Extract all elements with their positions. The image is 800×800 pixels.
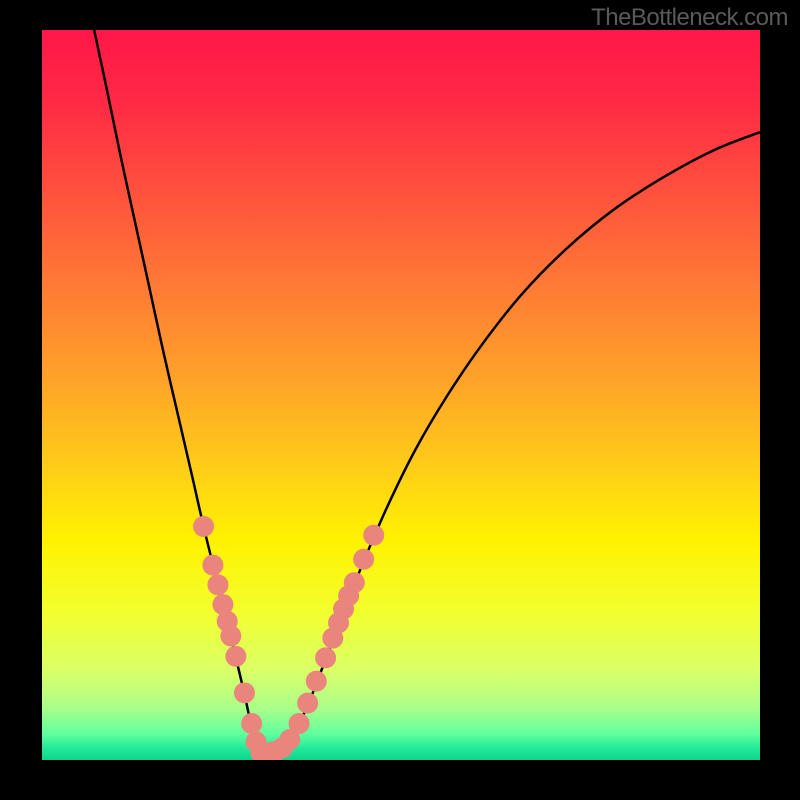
data-marker (234, 682, 255, 703)
watermark-text: TheBottleneck.com (591, 4, 788, 32)
data-marker (220, 625, 241, 646)
data-marker (202, 555, 223, 576)
data-marker (193, 516, 214, 537)
data-marker (306, 671, 327, 692)
data-marker (289, 713, 310, 734)
data-marker (315, 647, 336, 668)
data-marker (225, 646, 246, 667)
data-marker (297, 693, 318, 714)
data-markers (42, 30, 760, 760)
data-marker (241, 713, 262, 734)
data-marker (207, 574, 228, 595)
data-marker (344, 572, 365, 593)
plot-area (42, 30, 760, 760)
data-marker (363, 525, 384, 546)
data-marker (353, 549, 374, 570)
